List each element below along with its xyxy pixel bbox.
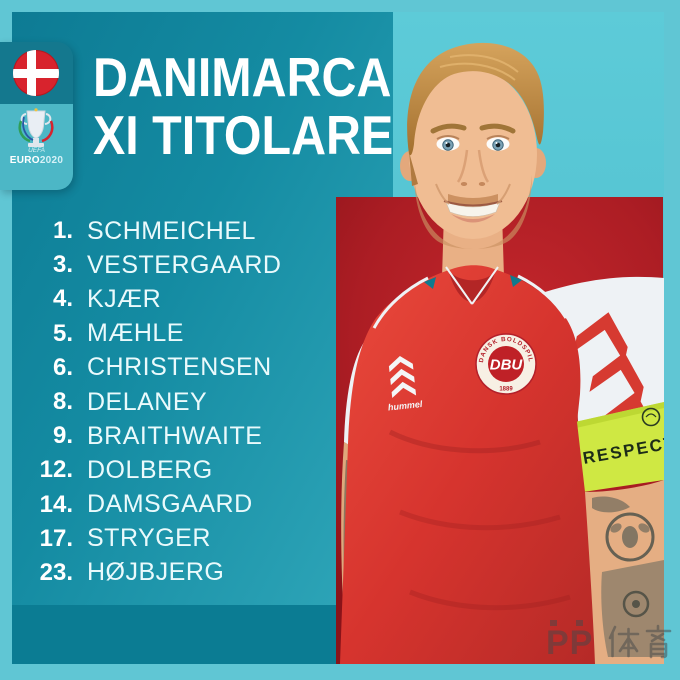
player-number: 12.: [39, 456, 73, 484]
lineup-row: 23. HØJBJERG: [28, 556, 338, 590]
lineup-row: 17. STRYGER: [28, 522, 338, 556]
player-number: 5.: [52, 319, 73, 347]
lineup-row: 5. MÆHLE: [28, 317, 338, 351]
euro2020-trophy-icon: [18, 108, 54, 147]
watermark-cjk-glyphs: [608, 624, 672, 659]
dbu-crest: DANSK BOLDSPIL DBU 1889: [475, 333, 537, 395]
euro-logo-text: EURO2020: [9, 155, 64, 166]
player-number: 3.: [52, 251, 73, 279]
lineup-row: 12. DOLBERG: [28, 453, 338, 487]
player-photo: RESPECT: [330, 12, 678, 664]
player-name: DAMSGAARD: [87, 490, 253, 519]
lineup-list: 1. SCHMEICHEL 3. VESTERGAARD 4. KJÆR 5. MÆHLE 6.…: [28, 214, 338, 590]
lineup-row: 4. KJÆR: [28, 282, 338, 316]
lineup-row: 1. SCHMEICHEL: [28, 214, 338, 248]
player-number: 1.: [52, 217, 73, 245]
player-number: 14.: [39, 490, 73, 518]
player-name: HØJBJERG: [87, 558, 225, 587]
hummel-logo: hummel: [387, 356, 423, 413]
title-line-2: XI TITOLARE: [93, 103, 394, 166]
player-name: VESTERGAARD: [87, 250, 282, 279]
crest-dbu-text: DBU: [490, 357, 524, 374]
player-number: 23.: [39, 558, 73, 586]
denmark-flag-icon: [13, 50, 59, 96]
watermark-pp-text: PP: [546, 624, 593, 662]
lineup-row: 8. DELANEY: [28, 385, 338, 419]
crest-year-text: 1889: [499, 387, 513, 393]
player-number: 8.: [52, 388, 73, 416]
player-name: CHRISTENSEN: [87, 353, 272, 382]
player-name: SCHMEICHEL: [87, 216, 256, 245]
uefa-script-text: UEFA: [28, 147, 45, 154]
tattoo-right-arm: [592, 496, 664, 657]
player-number: 17.: [39, 524, 73, 552]
lineup-row: 14. DAMSGAARD: [28, 488, 338, 522]
player-hair: [407, 42, 544, 156]
hummel-sleeve-chevrons: [573, 312, 655, 443]
player-number: 6.: [52, 353, 73, 381]
uefa-respect-icon: [641, 407, 661, 427]
player-eyes: [436, 135, 510, 151]
hummel-wordmark: hummel: [387, 399, 423, 413]
captain-armband: RESPECT: [575, 402, 678, 492]
lineup-row: 6. CHRISTENSEN: [28, 351, 338, 385]
player-name: KJÆR: [87, 284, 162, 313]
player-name: STRYGER: [87, 524, 211, 553]
player-eyebrows: [430, 123, 516, 134]
jersey-collar: [448, 269, 496, 302]
title-line-1: DANIMARCA: [93, 46, 392, 108]
jersey: hummel DANSK BOLDSPIL DBU 1889: [340, 265, 595, 664]
flag-section: [0, 42, 73, 104]
player-head: [400, 42, 546, 249]
player-face: [409, 69, 537, 239]
player-smile: [445, 201, 501, 217]
page-title: DANIMARCA XI TITOLARE: [93, 46, 394, 166]
lineup-row: 9. BRAITHWAITE: [28, 419, 338, 453]
badge-card: UEFA EURO2020: [0, 42, 73, 190]
lineup-row: 3. VESTERGAARD: [28, 248, 338, 282]
euro-section: UEFA EURO2020: [0, 104, 73, 190]
player-name: MÆHLE: [87, 319, 184, 348]
player-name: DOLBERG: [87, 455, 213, 484]
watermark: PP: [546, 620, 678, 662]
player-number: 9.: [52, 422, 73, 450]
player-name: DELANEY: [87, 387, 208, 416]
player-illustration: RESPECT: [340, 42, 678, 664]
player-number: 4.: [52, 285, 73, 313]
player-name: BRAITHWAITE: [87, 421, 263, 450]
